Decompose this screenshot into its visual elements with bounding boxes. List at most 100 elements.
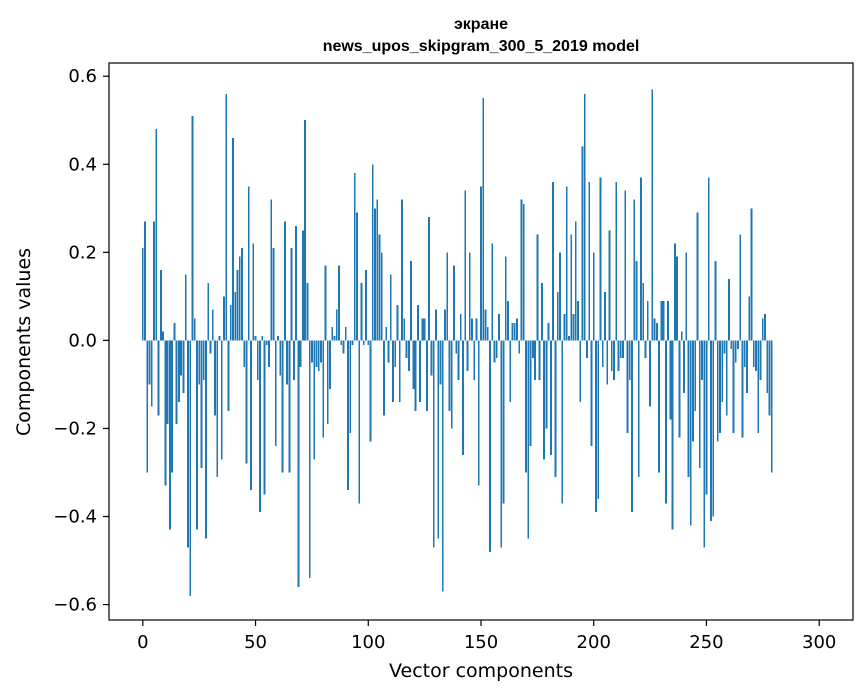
bar-205 — [604, 291, 606, 341]
bar-180 — [547, 322, 550, 341]
bar-228 — [655, 322, 658, 341]
x-tick-label: 150 — [464, 632, 498, 653]
y-tick-label: −0.2 — [53, 418, 97, 439]
bar-275 — [761, 318, 764, 341]
bar-101 — [369, 340, 372, 442]
bar-150 — [480, 186, 482, 341]
bar-117 — [405, 340, 408, 359]
bar-50 — [254, 336, 257, 341]
y-tick-label: −0.6 — [53, 595, 97, 616]
bar-203 — [599, 177, 602, 341]
bar-177 — [540, 283, 543, 341]
bar-207 — [608, 230, 611, 341]
bar-257 — [721, 340, 724, 403]
bar-272 — [755, 340, 757, 372]
bar-234 — [669, 340, 672, 420]
bar-128 — [430, 340, 433, 376]
bar-179 — [545, 340, 548, 429]
bar-235 — [671, 340, 674, 530]
bar-199 — [590, 340, 593, 447]
bar-133 — [441, 340, 444, 592]
bar-265 — [739, 234, 742, 341]
bar-24 — [196, 340, 198, 530]
bar-116 — [403, 318, 406, 341]
bar-22 — [191, 115, 194, 341]
bar-29 — [207, 283, 210, 341]
bar-66 — [290, 247, 293, 341]
bar-104 — [376, 199, 379, 341]
bar-48 — [250, 340, 252, 491]
bar-212 — [619, 340, 622, 359]
bar-231 — [662, 300, 665, 341]
bar-174 — [534, 340, 537, 381]
bar-176 — [538, 340, 541, 381]
bar-74 — [308, 340, 311, 579]
bar-13 — [171, 340, 174, 473]
bar-34 — [218, 336, 221, 341]
bar-144 — [466, 340, 469, 372]
bar-163 — [509, 340, 512, 403]
bar-220 — [637, 340, 640, 477]
bar-118 — [407, 340, 410, 372]
bar-2 — [146, 340, 149, 473]
bar-221 — [640, 177, 642, 341]
bar-226 — [651, 89, 654, 341]
bar-89 — [342, 340, 345, 354]
bar-109 — [387, 340, 390, 363]
bar-56 — [268, 340, 270, 367]
bar-198 — [588, 181, 591, 341]
bar-224 — [646, 300, 649, 341]
bar-90 — [344, 327, 347, 341]
bar-182 — [552, 181, 555, 341]
bar-25 — [198, 340, 201, 385]
bar-23 — [193, 318, 196, 341]
bar-81 — [324, 265, 327, 341]
bar-255 — [716, 340, 719, 442]
bar-213 — [622, 340, 624, 359]
bar-83 — [329, 340, 331, 389]
bar-76 — [313, 340, 316, 460]
bar-218 — [633, 199, 636, 341]
bar-253 — [712, 340, 715, 517]
bar-54 — [263, 340, 266, 495]
y-tick-label: −0.4 — [53, 507, 97, 528]
bar-75 — [311, 340, 313, 363]
bar-46 — [245, 340, 248, 464]
bar-278 — [768, 340, 771, 416]
bar-61 — [279, 340, 282, 376]
bar-258 — [723, 340, 726, 354]
bar-95 — [356, 212, 358, 341]
bar-78 — [317, 340, 320, 372]
bar-276 — [764, 313, 766, 341]
bar-126 — [425, 340, 428, 411]
bar-60 — [277, 336, 279, 341]
bar-252 — [710, 340, 712, 521]
y-tick-label: 0.2 — [68, 242, 97, 263]
bar-242 — [687, 340, 690, 477]
bar-63 — [283, 221, 286, 341]
bar-262 — [732, 340, 735, 433]
bar-175 — [536, 234, 539, 341]
bar-82 — [326, 340, 329, 425]
bar-125 — [423, 318, 426, 341]
bar-105 — [378, 234, 381, 341]
bar-243 — [689, 340, 692, 526]
bar-165 — [513, 322, 516, 341]
bar-4 — [150, 340, 153, 407]
bar-230 — [660, 300, 663, 341]
bar-18 — [182, 340, 185, 394]
bar-211 — [617, 340, 620, 372]
bar-70 — [299, 340, 302, 367]
bar-130 — [435, 309, 437, 341]
bar-53 — [261, 336, 264, 341]
bar-94 — [353, 173, 356, 341]
bar-143 — [464, 190, 467, 341]
bar-86 — [335, 309, 338, 341]
bar-264 — [737, 340, 739, 350]
bar-169 — [522, 203, 525, 341]
bar-270 — [750, 208, 753, 341]
bar-170 — [525, 340, 527, 473]
bar-132 — [439, 340, 442, 385]
bar-245 — [694, 340, 697, 411]
bar-149 — [477, 340, 480, 486]
